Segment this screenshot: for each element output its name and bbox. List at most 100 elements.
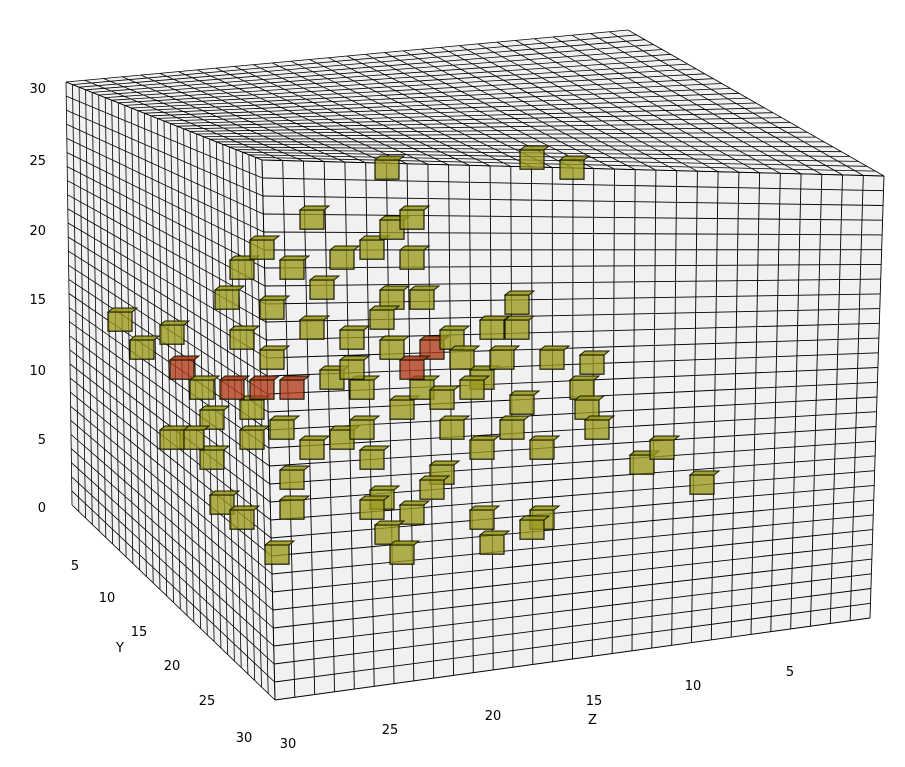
voxel	[279, 469, 305, 490]
voxel	[264, 544, 290, 565]
voxel	[249, 379, 275, 400]
voxel-top	[298, 205, 331, 211]
front-gridline	[810, 174, 823, 627]
voxel	[229, 329, 255, 350]
voxel-top	[488, 345, 521, 351]
vertical-tick-label: 0	[38, 501, 46, 516]
voxel	[529, 439, 555, 460]
voxel-top	[428, 385, 461, 391]
voxel	[489, 349, 515, 370]
voxel	[359, 449, 385, 470]
vertical-tick-label: 20	[29, 224, 46, 239]
voxel	[374, 159, 400, 180]
voxel	[389, 399, 415, 420]
voxel-top	[168, 355, 201, 361]
voxel-top	[398, 500, 431, 506]
voxel	[504, 294, 530, 315]
y-tick-label: 20	[164, 659, 181, 674]
vertical-tick-label: 15	[29, 293, 46, 308]
voxel	[339, 359, 365, 380]
voxel	[409, 289, 435, 310]
voxel	[299, 209, 325, 230]
voxel-top	[238, 425, 271, 431]
voxel-top	[258, 345, 291, 351]
y-tick-label: 15	[131, 625, 148, 640]
z-tick-label: 30	[280, 737, 297, 752]
voxel-top	[338, 325, 371, 331]
frame-background	[66, 30, 884, 700]
voxel	[359, 499, 385, 520]
voxel-top	[106, 307, 139, 313]
voxel-top	[398, 205, 431, 211]
voxel-top	[248, 375, 281, 381]
voxel	[299, 439, 325, 460]
top-gridline	[590, 33, 843, 176]
y-tick-label: 25	[199, 694, 216, 709]
voxel-top	[558, 155, 591, 161]
voxel	[584, 419, 610, 440]
voxel	[509, 394, 535, 415]
voxel	[469, 509, 495, 530]
voxel-top	[328, 245, 361, 251]
left-wall-gridline	[71, 476, 275, 665]
voxel-top	[218, 375, 251, 381]
voxel-top	[528, 505, 561, 511]
voxel-top	[358, 445, 391, 451]
voxel-top	[583, 415, 616, 421]
left-wall-gridline	[70, 448, 274, 629]
voxel-top	[388, 540, 421, 546]
voxel	[519, 149, 545, 170]
voxel	[379, 339, 405, 360]
voxel-top	[368, 485, 401, 491]
top-gridline	[571, 34, 822, 175]
voxel	[479, 534, 505, 555]
voxel-top	[373, 520, 406, 526]
voxel	[159, 429, 185, 450]
voxel-top	[408, 285, 441, 291]
voxel	[279, 259, 305, 280]
voxel	[504, 319, 530, 340]
voxel-top	[503, 290, 536, 296]
voxel-top	[358, 495, 391, 501]
z-tick-label: 10	[685, 679, 702, 694]
voxel	[259, 349, 285, 370]
voxel-top	[468, 505, 501, 511]
voxel	[369, 309, 395, 330]
vertical-tick-label: 10	[29, 364, 46, 379]
voxel-top	[278, 495, 311, 501]
voxel	[419, 479, 445, 500]
voxel-top	[373, 155, 406, 161]
vertical-tick-label: 30	[29, 82, 46, 97]
voxel	[349, 419, 375, 440]
voxel-top	[298, 435, 331, 441]
voxel-top	[398, 245, 431, 251]
voxel	[469, 439, 495, 460]
top-gridline	[242, 151, 859, 162]
front-gridline	[273, 558, 872, 629]
voxel-top	[398, 355, 431, 361]
front-gridline	[274, 602, 871, 683]
voxel	[129, 339, 155, 360]
voxel-top	[308, 275, 341, 281]
left-wall-gridline	[71, 462, 274, 647]
voxel-top	[248, 235, 281, 241]
voxel-top	[528, 435, 561, 441]
left-wall-gridline	[70, 434, 274, 611]
y-tick-label: 10	[99, 591, 116, 606]
vertical-tick-label: 5	[38, 433, 46, 448]
left-wall-gridline	[71, 490, 275, 683]
voxel-top	[458, 375, 491, 381]
front-gridline	[273, 573, 872, 647]
voxel-top	[228, 325, 261, 331]
voxel-top	[208, 490, 241, 496]
voxel	[219, 379, 245, 400]
front-gridline	[829, 174, 843, 624]
voxel	[559, 159, 585, 180]
z-tick-label: 25	[382, 723, 399, 738]
voxel-top	[338, 355, 371, 361]
voxel-top	[263, 540, 296, 546]
voxel-top	[578, 350, 611, 356]
top-gridline	[609, 31, 864, 176]
voxel-top	[518, 515, 551, 521]
z-tick-label: 5	[786, 665, 794, 680]
